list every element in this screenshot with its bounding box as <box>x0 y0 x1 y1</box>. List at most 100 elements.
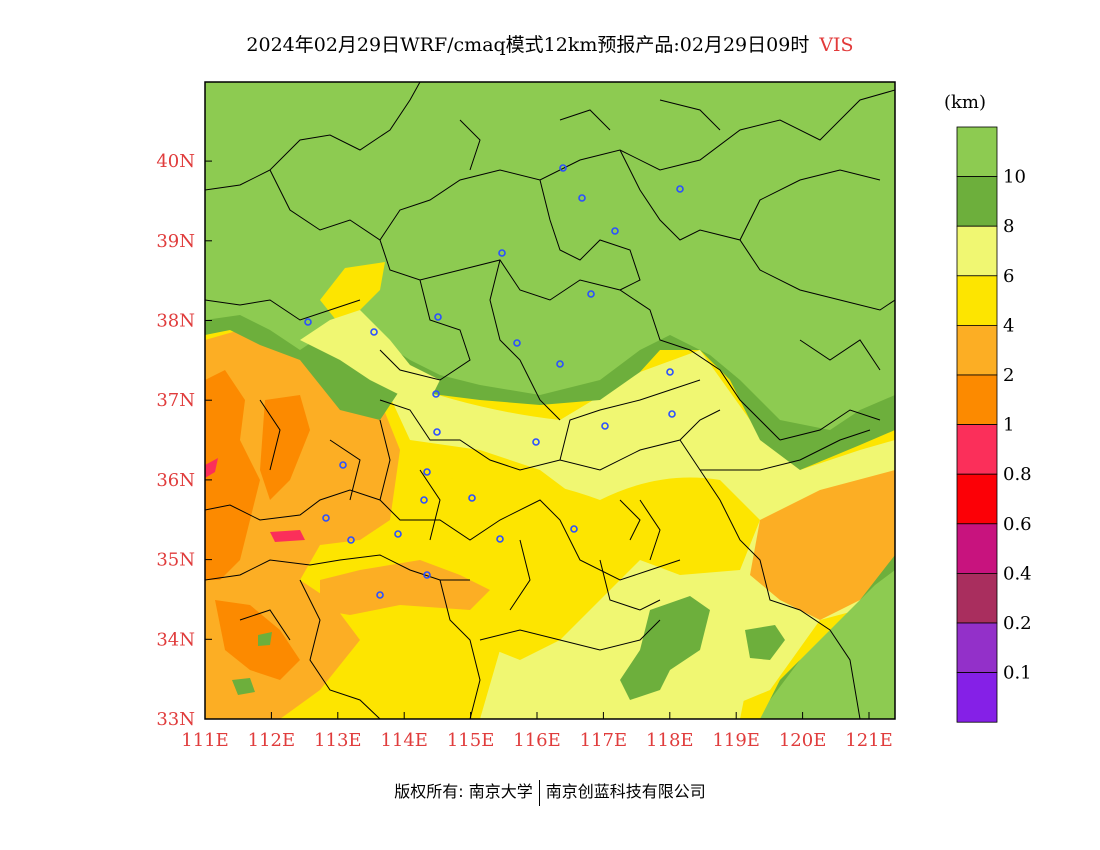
lon-tick-label: 114E <box>380 730 428 751</box>
station-marker <box>668 410 676 418</box>
lat-tick-label: 40N <box>156 151 195 172</box>
legend-swatch <box>956 473 998 525</box>
lat-tick-label: 38N <box>156 311 195 332</box>
lon-tick-label: 113E <box>314 730 362 751</box>
footer-copyright: 版权所有: 南京大学 <box>394 782 533 801</box>
vis-zone-4-6-center <box>440 477 760 660</box>
lon-tick-label: 121E <box>845 730 893 751</box>
station-marker <box>601 422 609 430</box>
station-marker <box>420 496 428 504</box>
lat-tick-label: 33N <box>156 709 195 730</box>
station-marker <box>347 536 355 544</box>
legend-label: 0.4 <box>1003 563 1032 584</box>
station-marker <box>432 390 440 398</box>
lon-tick-label: 115E <box>447 730 495 751</box>
footer-company: 南京创蓝科技有限公司 <box>545 782 706 801</box>
vis-zone-4-6-tongue <box>320 262 385 325</box>
station-marker <box>611 227 619 235</box>
legend-swatch <box>956 176 998 227</box>
legend-label: 0.2 <box>1003 613 1032 634</box>
lon-tick-label: 112E <box>248 730 296 751</box>
station-markers <box>304 164 684 599</box>
station-marker <box>498 249 506 257</box>
station-marker <box>304 318 312 326</box>
legend-swatch <box>956 225 998 277</box>
lon-tick-label: 116E <box>513 730 561 751</box>
station-marker <box>559 164 567 172</box>
station-marker <box>513 339 521 347</box>
legend-label: 8 <box>1003 216 1014 237</box>
vis-zone-10-plus-sea <box>760 560 895 719</box>
station-marker <box>468 494 476 502</box>
legend-label: 0.6 <box>1003 514 1032 535</box>
legend-swatch <box>956 324 998 376</box>
vis-zone-0.8-1 <box>270 530 305 542</box>
station-marker <box>676 185 684 193</box>
lon-tick-label: 119E <box>712 730 760 751</box>
legend-swatch <box>956 573 998 624</box>
lat-tick-label: 35N <box>156 550 195 571</box>
lon-tick-label: 111E <box>181 730 229 751</box>
admin-boundaries <box>205 82 895 719</box>
legend-label: 2 <box>1003 365 1014 386</box>
station-marker <box>434 313 442 321</box>
station-marker <box>556 360 564 368</box>
legend-label: 4 <box>1003 315 1014 336</box>
lon-tick-label: 117E <box>580 730 628 751</box>
footer: 版权所有: 南京大学 南京创蓝科技有限公司 <box>0 778 1100 806</box>
vis-zone-2-4-east <box>750 470 895 620</box>
legend-label: 6 <box>1003 266 1014 287</box>
vis-zone-1-2-south <box>215 600 300 680</box>
vis-zone-8-10-south-patch <box>620 596 710 700</box>
lat-tick-label: 34N <box>156 629 195 650</box>
station-marker <box>370 328 378 336</box>
vis-zone-8-10-small <box>232 678 255 695</box>
legend-swatch <box>956 424 998 475</box>
legend-label: 10 <box>1003 167 1026 188</box>
legend-unit: (km) <box>944 92 986 113</box>
vis-zone-8-10-small-2 <box>258 632 272 646</box>
station-marker <box>423 571 431 579</box>
vis-zone-6-8-tongue <box>300 310 440 400</box>
vis-zone-1-2-patch <box>260 395 310 500</box>
visibility-field <box>205 82 895 719</box>
vis-zone-8-10-south-patch-2 <box>745 625 785 660</box>
lat-tick-label: 37N <box>156 390 195 411</box>
station-marker <box>339 461 347 469</box>
station-marker <box>496 535 504 543</box>
legend-swatch <box>956 622 998 673</box>
station-marker <box>570 525 578 533</box>
legend-swatch <box>956 126 998 177</box>
legend: (km) 10 8 6 4 2 1 0.8 0.6 0.4 0.2 0.1 <box>944 92 1032 723</box>
vis-zone-1-2-west <box>205 370 260 580</box>
footer-separator <box>538 779 540 806</box>
station-marker <box>394 530 402 538</box>
vis-zone-10-plus <box>205 82 895 430</box>
station-marker <box>433 428 441 436</box>
legend-swatch <box>956 672 998 723</box>
title-main: 2024年02月29日WRF/cmaq模式12km预报产品:02月29日09时 <box>246 34 810 56</box>
legend-swatch <box>956 523 998 574</box>
station-marker <box>322 514 330 522</box>
title-variable: VIS <box>819 34 854 56</box>
lon-tick-label: 118E <box>646 730 694 751</box>
legend-label: 0.8 <box>1003 464 1032 485</box>
legend-swatch <box>956 275 998 326</box>
station-marker <box>532 438 540 446</box>
legend-label: 0.1 <box>1003 663 1032 684</box>
legend-label: 1 <box>1003 415 1014 436</box>
chart-title: 2024年02月29日WRF/cmaq模式12km预报产品:02月29日09时 V… <box>0 30 1100 57</box>
station-marker <box>376 591 384 599</box>
lon-tick-label: 120E <box>779 730 827 751</box>
station-marker <box>423 468 431 476</box>
station-marker <box>578 194 586 202</box>
axes: 111E 112E 113E 114E 115E 116E 117E 118E 119E 120E… <box>156 151 892 751</box>
station-marker <box>666 368 674 376</box>
legend-swatch <box>956 374 998 425</box>
lat-tick-label: 39N <box>156 231 195 252</box>
lat-tick-label: 36N <box>156 470 195 491</box>
vis-zone-0.8-1-edge <box>205 458 218 478</box>
vis-zone-2-4-mid <box>320 560 490 615</box>
station-marker <box>587 290 595 298</box>
